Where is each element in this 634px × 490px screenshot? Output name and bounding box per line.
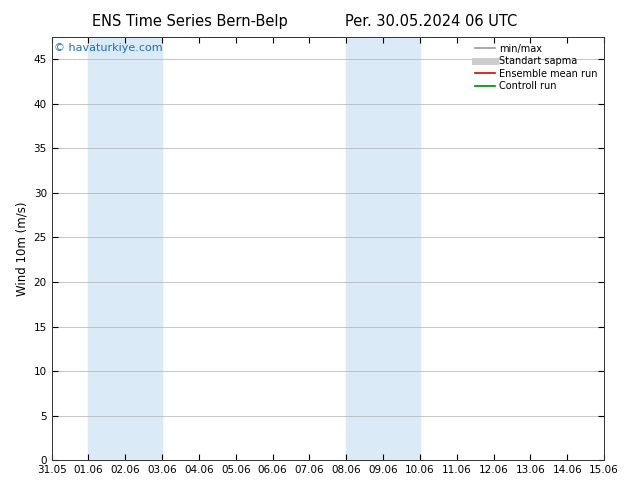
Bar [346, 37, 420, 460]
Legend: min/max, Standart sapma, Ensemble mean run, Controll run: min/max, Standart sapma, Ensemble mean r… [474, 42, 599, 93]
Y-axis label: Wind 10m (m/s): Wind 10m (m/s) [15, 201, 28, 296]
Text: ENS Time Series Bern-Belp: ENS Time Series Bern-Belp [93, 14, 288, 29]
Text: Per. 30.05.2024 06 UTC: Per. 30.05.2024 06 UTC [345, 14, 517, 29]
Bar [89, 37, 162, 460]
Text: © havaturkiye.com: © havaturkiye.com [55, 44, 163, 53]
